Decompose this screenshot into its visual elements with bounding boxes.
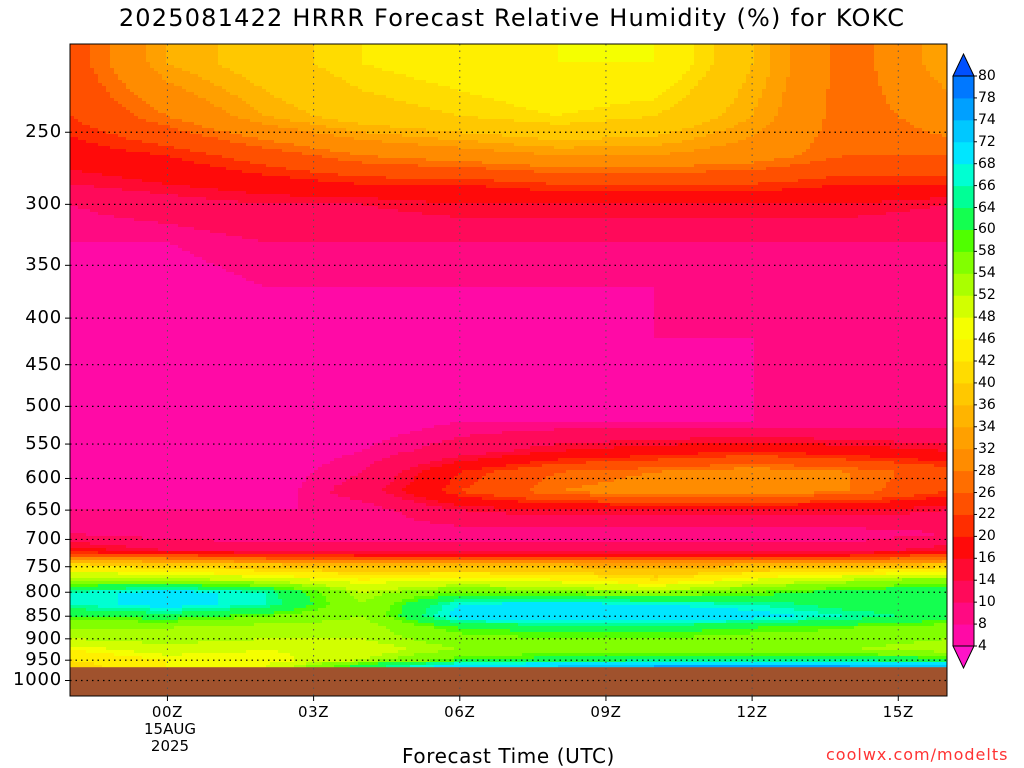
- heatmap-cells: [70, 44, 951, 696]
